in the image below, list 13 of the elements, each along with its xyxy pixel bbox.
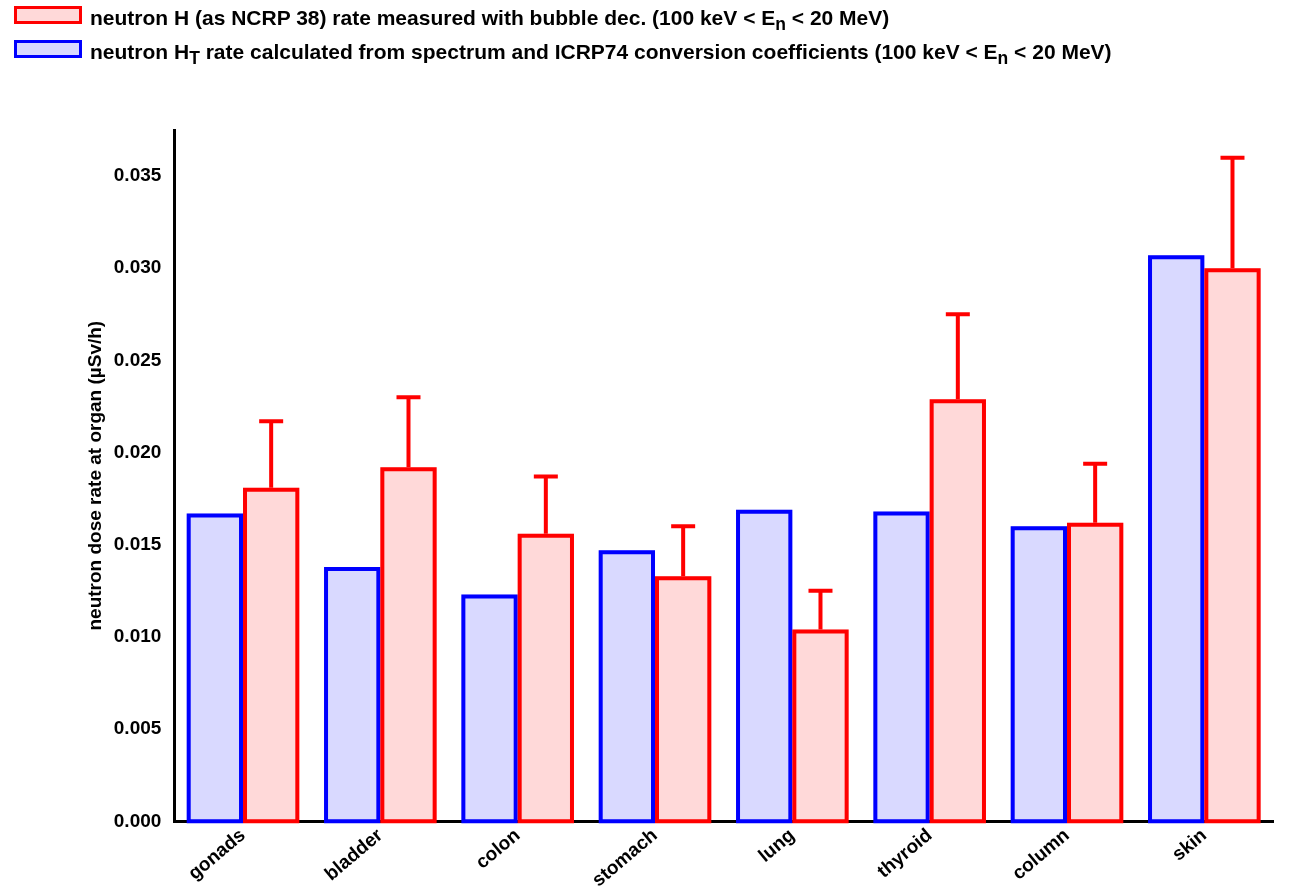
- y-tick-label: 0.030: [113, 256, 162, 278]
- x-tick-label: skin: [1167, 824, 1211, 865]
- x-tick-label: lung: [754, 824, 799, 866]
- y-tick-label: 0.010: [113, 625, 162, 647]
- legend-label: neutron H (as NCRP 38) rate measured with bubble dec. (100 keV < E$_{n}$ < 20 MeV): [90, 5, 890, 37]
- y-axis-title: neutron dose rate at organ (µSv/h): [83, 320, 105, 631]
- y-tick-label: 0.000: [113, 809, 162, 831]
- y-tick-label: 0.025: [113, 348, 162, 370]
- legend-label: neutron H$_{T}$ rate calculated from spectrum and ICRP74 conversion coefficients (100 keV < E$_{n}$ < 20 MeV): [90, 39, 1112, 71]
- y-tick-label: 0.015: [113, 533, 162, 555]
- y-tick-label: 0.035: [113, 164, 162, 186]
- y-tick-label: 0.005: [113, 717, 162, 739]
- y-tick-label: 0.020: [113, 440, 162, 462]
